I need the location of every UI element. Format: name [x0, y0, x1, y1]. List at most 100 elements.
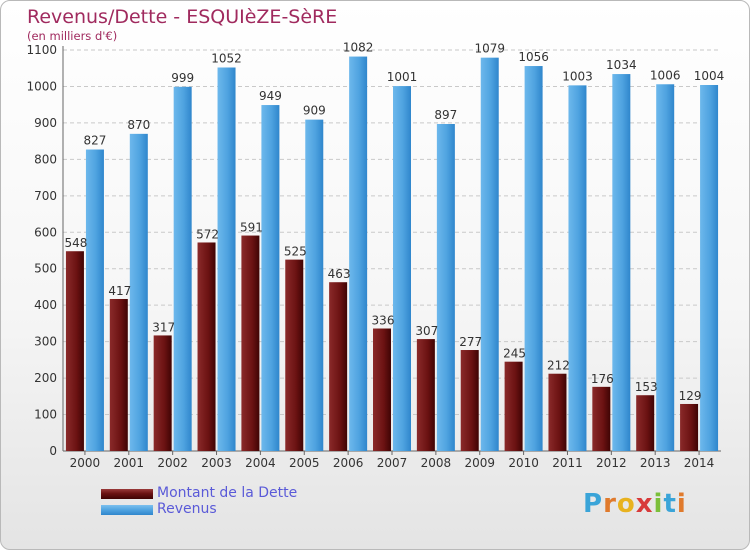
chart-subtitle: (en milliers d'€) — [27, 29, 118, 43]
bar-dette — [109, 298, 128, 451]
bar-revenus — [656, 84, 675, 451]
data-label-revenus: 1056 — [518, 50, 549, 64]
y-tick-label: 300 — [34, 335, 57, 349]
data-label-dette: 317 — [152, 320, 175, 334]
bar-revenus — [568, 85, 587, 452]
data-label-dette: 245 — [503, 347, 526, 361]
data-label-revenus: 949 — [259, 89, 282, 103]
data-label-dette: 212 — [547, 359, 570, 373]
bar-dette — [65, 251, 84, 451]
y-tick-label: 900 — [34, 116, 57, 130]
y-tick-label: 400 — [34, 298, 57, 312]
data-label-revenus: 1052 — [211, 51, 242, 65]
bar-dette — [241, 235, 260, 451]
logo-letter: i — [676, 489, 687, 519]
x-tick-label: 2007 — [377, 456, 408, 470]
x-tick-label: 2002 — [157, 456, 188, 470]
x-tick-label: 2003 — [201, 456, 232, 470]
logo-letter: x — [635, 489, 654, 519]
y-tick-label: 0 — [49, 444, 57, 458]
data-label-revenus: 1034 — [606, 58, 637, 72]
bar-dette — [548, 373, 567, 451]
data-label-dette: 572 — [196, 227, 219, 241]
data-label-revenus: 1006 — [650, 68, 681, 82]
logo-letter: r — [603, 489, 617, 519]
bar-dette — [373, 328, 391, 451]
y-tick-label: 700 — [34, 189, 57, 203]
x-tick-label: 2006 — [333, 456, 364, 470]
data-label-dette: 176 — [591, 372, 614, 386]
y-tick-label: 600 — [34, 225, 57, 239]
proxiti-logo: Proxiti — [583, 489, 687, 519]
bar-revenus — [393, 86, 411, 451]
data-label-dette: 129 — [679, 389, 702, 403]
legend-swatch-revenus — [101, 505, 153, 515]
x-tick-label: 2004 — [245, 456, 276, 470]
y-tick-label: 100 — [34, 408, 57, 422]
bar-dette — [285, 259, 304, 451]
y-tick-label: 500 — [34, 262, 57, 276]
logo-letter: o — [616, 489, 636, 519]
data-label-revenus: 827 — [83, 134, 106, 148]
x-tick-label: 2012 — [596, 456, 627, 470]
data-label-revenus: 1001 — [387, 70, 418, 84]
data-label-revenus: 1082 — [343, 41, 374, 55]
x-tick-label: 2009 — [464, 456, 495, 470]
bar-revenus — [85, 149, 104, 451]
bar-dette — [680, 403, 699, 451]
data-label-revenus: 1003 — [562, 69, 593, 83]
x-tick-label: 2013 — [640, 456, 671, 470]
legend-label-revenus: Revenus — [157, 501, 217, 517]
data-label-dette: 463 — [328, 267, 351, 281]
data-label-revenus: 1079 — [474, 42, 505, 56]
bar-revenus — [480, 57, 499, 451]
y-tick-label: 1100 — [26, 43, 57, 57]
x-tick-label: 2000 — [70, 456, 101, 470]
data-label-dette: 336 — [372, 314, 395, 328]
bar-dette — [197, 242, 216, 451]
data-label-revenus: 909 — [303, 104, 326, 118]
bar-revenus — [700, 84, 719, 451]
y-tick-label: 200 — [34, 371, 57, 385]
x-tick-label: 2008 — [421, 456, 452, 470]
data-label-revenus: 897 — [434, 108, 457, 122]
data-label-dette: 307 — [415, 324, 438, 338]
x-tick-label: 2011 — [552, 456, 583, 470]
legend-swatch-debt — [101, 489, 153, 499]
bar-revenus — [524, 66, 543, 451]
bar-dette — [329, 282, 348, 451]
data-label-revenus: 870 — [127, 118, 150, 132]
data-label-dette: 417 — [108, 284, 131, 298]
x-tick-label: 2014 — [684, 456, 715, 470]
data-label-revenus: 999 — [171, 71, 194, 85]
logo-letter: i — [653, 489, 664, 519]
x-tick-label: 2010 — [508, 456, 539, 470]
bar-revenus — [173, 86, 192, 451]
chart-title: Revenus/Dette - ESQUIèZE-SèRE — [27, 6, 338, 28]
data-label-dette: 277 — [459, 335, 482, 349]
bar-revenus — [612, 74, 631, 451]
data-label-dette: 548 — [64, 236, 87, 250]
x-tick-label: 2005 — [289, 456, 320, 470]
y-tick-label: 800 — [34, 152, 57, 166]
data-label-dette: 525 — [284, 245, 307, 259]
bar-dette — [153, 335, 172, 451]
logo-letter: t — [663, 489, 677, 519]
logo-letter: P — [583, 489, 604, 519]
bar-dette — [592, 386, 611, 451]
bar-revenus — [436, 124, 455, 452]
data-label-dette: 591 — [240, 221, 263, 235]
bar-dette — [504, 361, 523, 451]
x-tick-label: 2001 — [114, 456, 145, 470]
bar-revenus — [349, 56, 368, 451]
data-label-dette: 153 — [635, 380, 658, 394]
bar-dette — [636, 395, 655, 451]
data-label-revenus: 1004 — [694, 69, 725, 83]
bar-dette — [416, 339, 435, 451]
bar-revenus — [261, 105, 280, 452]
bar-revenus — [129, 133, 148, 451]
bar-revenus — [217, 67, 236, 452]
y-tick-label: 1000 — [26, 79, 57, 93]
